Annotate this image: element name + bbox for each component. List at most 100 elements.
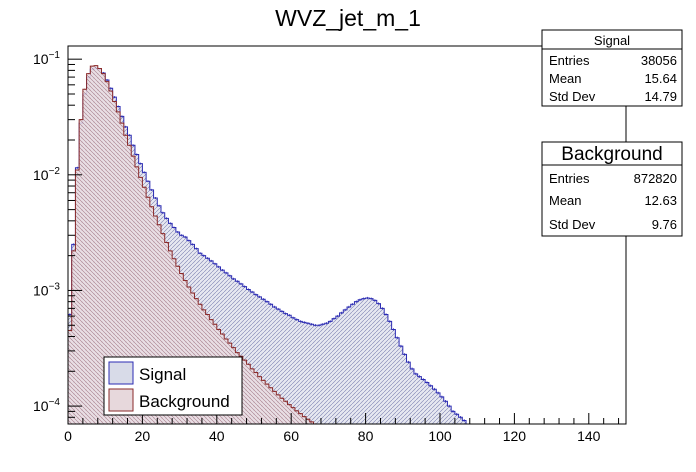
bar-signal <box>376 303 381 424</box>
bar-background <box>116 111 121 425</box>
bar-background <box>131 156 136 424</box>
bar-background <box>268 387 273 424</box>
bar-signal <box>436 392 441 424</box>
bar-signal <box>358 299 363 424</box>
bar-background <box>94 65 99 424</box>
bar-background <box>309 421 314 424</box>
bar-background <box>86 73 91 425</box>
x-tick-label: 40 <box>209 428 225 444</box>
bar-background <box>183 280 188 424</box>
bar-background <box>161 233 166 424</box>
y-tick-label: 10−1 <box>33 50 60 67</box>
stats-signal-mean-label: Mean <box>549 71 582 86</box>
stats-signal-entries-label: Entries <box>549 53 590 68</box>
stats-box-background: Background Entries 872820 Mean 12.63 Std… <box>541 141 683 237</box>
bar-background <box>261 380 266 424</box>
bar-background <box>82 89 87 424</box>
bar-signal <box>239 283 244 424</box>
stats-signal-stddev-value: 14.79 <box>644 89 677 104</box>
bar-signal <box>324 323 329 424</box>
bar-background <box>101 73 106 425</box>
bar-background <box>291 407 296 424</box>
bar-background <box>105 81 110 424</box>
stats-background-mean-value: 12.63 <box>644 193 677 208</box>
bar-signal <box>313 325 318 424</box>
stats-background-entries-value: 872820 <box>634 171 677 186</box>
bar-signal <box>265 301 270 424</box>
bar-signal <box>440 396 445 424</box>
bar-signal <box>283 313 288 424</box>
bar-signal <box>443 401 448 424</box>
bar-signal <box>261 299 266 424</box>
bar-signal <box>280 311 285 424</box>
histogram-layer <box>67 65 626 425</box>
stats-background-stddev-label: Std Dev <box>549 217 596 232</box>
bar-background <box>242 360 247 424</box>
bar-signal <box>410 368 415 424</box>
bar-background <box>272 391 277 424</box>
bar-background <box>90 66 95 425</box>
bar-signal <box>402 354 407 424</box>
bar-background <box>172 258 177 424</box>
bar-signal <box>254 294 259 424</box>
legend-label-signal: Signal <box>139 365 186 384</box>
x-tick-label: 140 <box>577 428 601 444</box>
legend-swatch-signal <box>108 361 134 385</box>
stats-signal-stddev-label: Std Dev <box>549 89 596 104</box>
bar-signal <box>250 291 255 424</box>
bar-signal <box>328 321 333 424</box>
bar-background <box>302 416 307 424</box>
bar-signal <box>343 309 348 424</box>
bar-signal <box>413 373 418 424</box>
y-tick-label: 10−4 <box>33 397 60 414</box>
bar-signal <box>354 301 359 424</box>
bar-signal <box>421 379 426 424</box>
bar-signal <box>320 324 325 424</box>
stats-background-entries-label: Entries <box>549 171 590 186</box>
bar-signal <box>384 314 389 424</box>
stats-box-signal-frame <box>541 29 683 107</box>
bar-signal <box>428 385 433 424</box>
bar-signal <box>339 312 344 424</box>
bar-signal <box>347 306 352 424</box>
stats-background-stddev-value: 9.76 <box>652 217 677 232</box>
x-tick-label: 80 <box>358 428 374 444</box>
stats-signal-entries-value: 38056 <box>641 53 677 68</box>
bar-background <box>246 364 251 424</box>
bar-signal <box>406 362 411 424</box>
bar-background <box>146 197 151 424</box>
bar-signal <box>317 325 322 424</box>
bar-signal <box>332 318 337 424</box>
bar-background <box>298 413 303 424</box>
bar-background <box>134 166 139 424</box>
bar-signal <box>268 304 273 424</box>
bar-signal <box>447 406 452 424</box>
bar-signal <box>373 300 378 424</box>
bar-background <box>175 266 180 424</box>
bar-background <box>79 119 84 424</box>
bar-background <box>283 401 288 424</box>
bar-signal <box>462 420 467 424</box>
bar-signal <box>287 315 292 424</box>
bar-signal <box>425 382 430 424</box>
stats-box-signal: Signal Entries 38056 Mean 15.64 Std Dev … <box>541 29 683 142</box>
bar-background <box>294 410 299 424</box>
bar-background <box>68 330 73 424</box>
bar-background <box>142 187 147 424</box>
bar-signal <box>306 323 311 424</box>
stats-signal-mean-value: 15.64 <box>644 71 677 86</box>
bar-background <box>120 123 125 425</box>
bar-signal <box>399 346 404 424</box>
bar-signal <box>451 411 456 424</box>
bar-background <box>280 398 285 424</box>
bar-signal <box>417 376 422 424</box>
bar-background <box>168 250 173 424</box>
bar-background <box>179 273 184 424</box>
bar-signal <box>257 296 262 424</box>
stats-background-mean-label: Mean <box>549 193 582 208</box>
bar-background <box>257 376 262 424</box>
bar-signal <box>361 298 366 424</box>
legend-swatch-background <box>108 388 134 412</box>
bar-signal <box>242 286 247 424</box>
